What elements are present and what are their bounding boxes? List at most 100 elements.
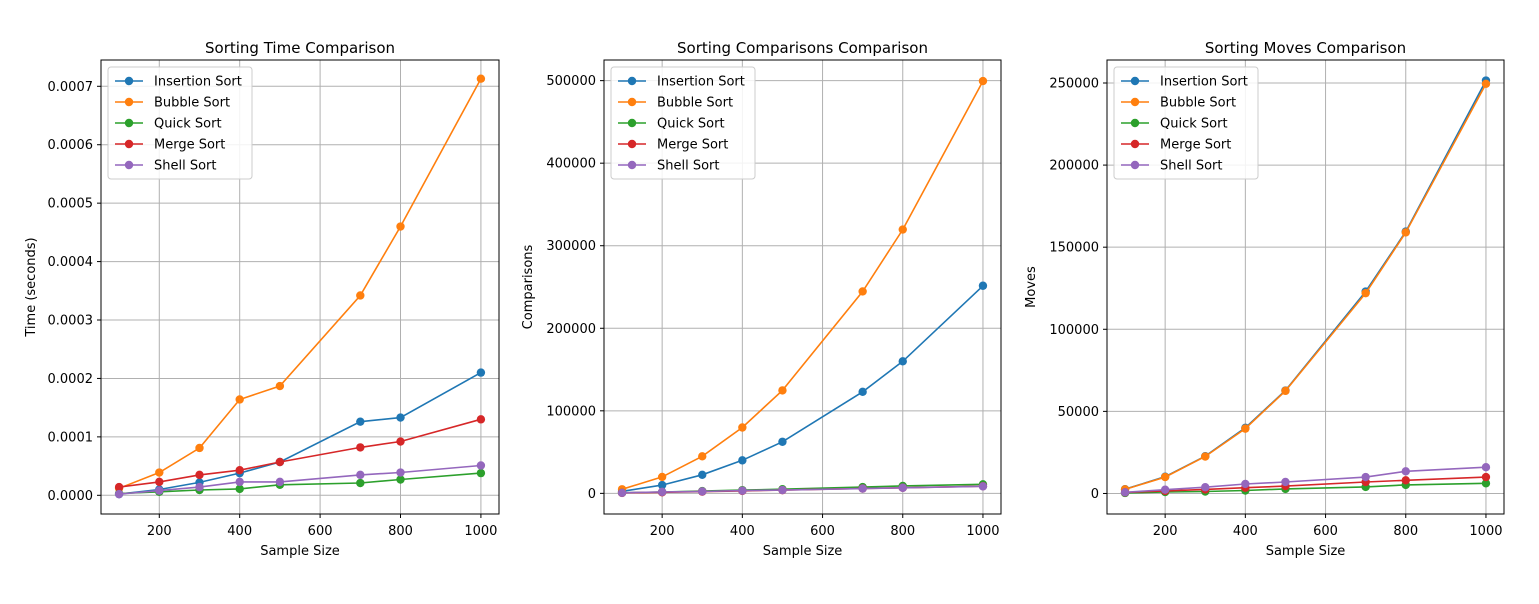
data-point [778, 437, 787, 446]
y-tick-label: 100000 [1049, 323, 1099, 338]
data-point [617, 488, 627, 497]
subplot-2: 200 400 600 800 1000 0 100000 200000 300000 40000… [521, 39, 1002, 559]
series-line-quick-sort [1124, 482, 1487, 494]
data-point [1201, 452, 1210, 461]
data-point [195, 443, 204, 453]
legend-swatch-marker [1130, 160, 1140, 170]
data-point [356, 478, 365, 488]
legend-swatch-marker [627, 76, 637, 86]
data-point [396, 468, 405, 477]
legend: Insertion Sort Bubble Sort Quick Sort Merge… [1113, 66, 1259, 180]
x-axis-label: Sample Size [1266, 544, 1346, 559]
data-point [155, 486, 164, 495]
legend-swatch-marker [124, 118, 134, 128]
data-point [235, 395, 244, 404]
data-point [275, 381, 285, 391]
legend-label: Shell Sort [1160, 159, 1223, 174]
series-line-quick-sort [119, 472, 481, 495]
y-tick-label: 0.0005 [48, 197, 94, 212]
data-point [1281, 477, 1290, 487]
legend-swatch-marker [1130, 76, 1140, 86]
data-point [476, 368, 486, 377]
data-point [1481, 79, 1491, 89]
data-point [1160, 472, 1170, 482]
data-point [1120, 488, 1130, 497]
data-point [898, 225, 907, 234]
data-point [396, 437, 405, 446]
data-point [738, 456, 747, 465]
data-point [155, 477, 164, 487]
data-point [778, 386, 787, 395]
data-point [778, 485, 787, 495]
legend-label: Insertion Sort [154, 75, 242, 90]
chart-title: Sorting Moves Comparison [1205, 39, 1406, 57]
y-tick-label: 400000 [546, 157, 596, 172]
legend-swatch-marker [1130, 139, 1140, 149]
data-point [1401, 476, 1410, 485]
data-point [738, 486, 747, 495]
legend-box [1113, 66, 1259, 180]
data-point [978, 281, 988, 290]
series-line-shell-sort [1124, 466, 1487, 494]
y-tick-label: 150000 [1049, 241, 1099, 256]
data-point [858, 484, 867, 493]
y-tick-label: 0.0007 [48, 80, 94, 95]
plot-frame [1106, 59, 1505, 515]
data-point [356, 291, 365, 300]
data-point [396, 413, 405, 422]
x-tick-label: 800 [890, 524, 915, 539]
data-point [235, 465, 244, 475]
data-point [1481, 463, 1491, 472]
legend-label: Shell Sort [154, 159, 217, 174]
data-point [898, 483, 907, 492]
data-point [275, 477, 285, 487]
data-point [396, 222, 405, 231]
legend: Insertion Sort Bubble Sort Quick Sort Merge… [610, 66, 756, 180]
y-tick-label: 0 [1091, 487, 1099, 502]
data-point [155, 468, 164, 477]
legend-label: Merge Sort [154, 138, 225, 153]
y-tick-label: 300000 [546, 239, 596, 254]
x-tick-label: 800 [1393, 524, 1418, 539]
data-point [1401, 228, 1410, 237]
x-tick-label: 600 [1313, 524, 1338, 539]
data-point [476, 415, 486, 424]
x-tick-label: 200 [650, 524, 675, 539]
series-line-insertion-sort [621, 285, 984, 493]
y-tick-label: 200000 [546, 322, 596, 337]
x-tick-label: 1000 [966, 524, 999, 539]
legend-swatch-marker [124, 97, 134, 107]
data-point [1201, 483, 1210, 492]
data-point [1361, 288, 1370, 298]
legend-label: Bubble Sort [1160, 96, 1236, 111]
legend: Insertion Sort Bubble Sort Quick Sort Merge… [107, 66, 253, 180]
legend-swatch-marker [1130, 97, 1140, 107]
x-tick-label: 200 [1153, 524, 1178, 539]
chart-title: Sorting Time Comparison [205, 39, 395, 57]
legend-label: Bubble Sort [154, 96, 230, 111]
data-point [698, 470, 707, 479]
y-tick-label: 0.0002 [48, 372, 94, 387]
legend-label: Shell Sort [657, 159, 720, 174]
legend-label: Insertion Sort [657, 75, 745, 90]
x-tick-label: 200 [147, 524, 172, 539]
data-point [698, 487, 707, 496]
legend-label: Merge Sort [1160, 138, 1231, 153]
y-tick-label: 100000 [546, 404, 596, 419]
data-point [114, 482, 124, 492]
data-point [1401, 467, 1410, 476]
legend-box [610, 66, 756, 180]
data-point [476, 461, 486, 470]
legend-swatch-marker [627, 139, 637, 149]
y-tick-label: 0.0000 [48, 489, 94, 504]
y-tick-label: 200000 [1049, 159, 1099, 174]
x-tick-label: 600 [308, 524, 333, 539]
y-tick-label: 0 [588, 487, 596, 502]
data-point [356, 443, 365, 452]
y-tick-label: 0.0004 [48, 255, 94, 270]
data-point [1281, 386, 1290, 396]
data-point [858, 287, 867, 296]
chart-title: Sorting Comparisons Comparison [677, 39, 928, 57]
data-point [114, 489, 124, 499]
